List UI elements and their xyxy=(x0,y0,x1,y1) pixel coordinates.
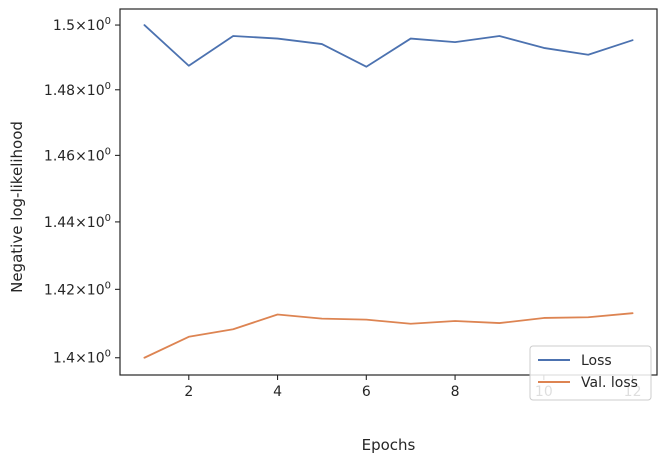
y-tick-label: 1.4×100 xyxy=(53,349,111,367)
x-tick-label: 2 xyxy=(184,384,193,400)
x-tick-label: 4 xyxy=(273,384,282,400)
legend: Loss Val. loss xyxy=(529,345,652,401)
y-tick-label: 1.46×100 xyxy=(44,146,111,164)
y-tick-label: 1.48×100 xyxy=(44,81,111,99)
legend-label-loss: Loss xyxy=(581,353,612,369)
x-tick-label: 8 xyxy=(451,384,460,400)
series-lines xyxy=(143,24,634,359)
x-tick-label: 6 xyxy=(362,384,371,400)
y-tick-label: 1.42×100 xyxy=(44,280,111,298)
y-tick-label: 1.44×100 xyxy=(44,213,111,231)
plot-area xyxy=(119,8,658,376)
legend-label-val-loss: Val. loss xyxy=(581,375,638,391)
x-axis-label: Epochs xyxy=(362,436,416,454)
y-tick-label: 1.5×100 xyxy=(53,16,111,34)
series-line-val-loss xyxy=(143,312,634,359)
series-line-loss xyxy=(143,24,634,68)
y-axis-ticks: 1.4×100 1.42×100 1.44×100 1.46×100 1.48×100 1… xyxy=(44,16,120,367)
y-axis-label: Negative log-likelihood xyxy=(8,121,26,293)
